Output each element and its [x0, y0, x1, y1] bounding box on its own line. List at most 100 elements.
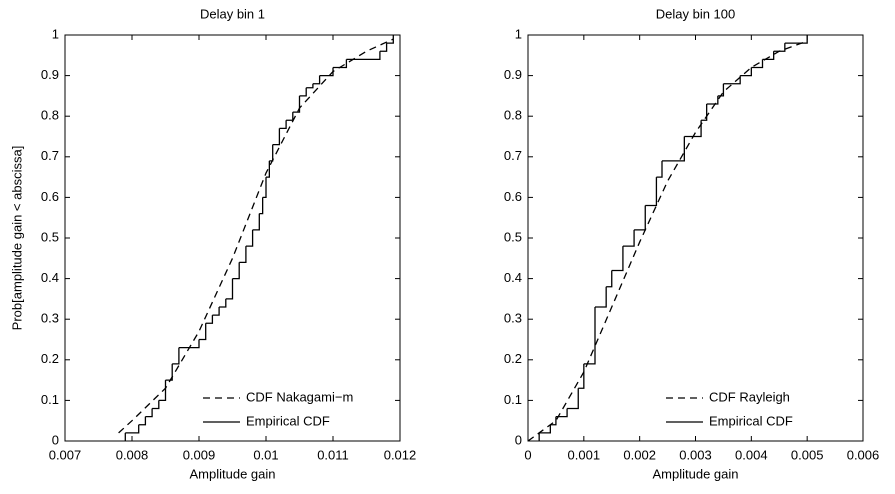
y-tick-label: 0.8: [41, 108, 59, 123]
cdf-line: [118, 38, 394, 434]
y-tick-label: 0.8: [504, 108, 522, 123]
cdf-step: [158, 380, 167, 402]
cdf-step: [178, 339, 200, 349]
cdf-step: [684, 120, 702, 138]
y-tick-label: 0.6: [41, 189, 59, 204]
cdf-step: [245, 229, 254, 247]
x-tick-label: 0.001: [568, 447, 601, 462]
y-tick-label: 0.1: [41, 392, 59, 407]
cdf-step: [165, 363, 173, 381]
cdf-step: [583, 307, 596, 365]
y-tick-label: 0.4: [504, 270, 522, 285]
cdf-step: [269, 144, 274, 162]
cdf-step: [266, 160, 270, 178]
cdf-step: [379, 43, 388, 52]
x-tick-label: 0.003: [679, 447, 712, 462]
cdf-step: [272, 128, 281, 146]
y-tick-label: 0.6: [504, 189, 522, 204]
x-tick-label: 0.007: [49, 447, 82, 462]
x-tick-label: 0.006: [847, 447, 880, 462]
y-tick-label: 1: [52, 26, 59, 41]
cdf-step: [550, 416, 557, 426]
cdf-step: [299, 87, 307, 97]
y-tick-label: 0.7: [504, 148, 522, 163]
y-tick-label: 0.1: [504, 392, 522, 407]
legend-label: Empirical CDF: [246, 413, 330, 428]
cdf-step: [279, 120, 287, 130]
cdf-step: [312, 75, 321, 85]
x-tick-label: 0.011: [317, 447, 349, 462]
cdf-step: [138, 416, 147, 426]
legend-label: CDF Rayleigh: [709, 389, 790, 404]
cdf-step: [319, 67, 334, 77]
cdf-step: [634, 205, 646, 231]
cdf-step: [292, 95, 301, 113]
y-tick-label: 0.5: [504, 229, 522, 244]
cdf-step: [205, 315, 214, 324]
cdf-step: [239, 246, 247, 264]
y-tick-label: 0: [515, 432, 522, 447]
x-tick-label: 0.012: [384, 447, 417, 462]
cdf-step: [701, 104, 708, 121]
cdf-step: [286, 112, 294, 121]
cdf-step: [611, 246, 624, 272]
y-tick-label: 1: [515, 26, 522, 41]
y-tick-label: 0.9: [41, 67, 59, 82]
cdf-step: [262, 177, 267, 199]
cdf-step: [199, 323, 207, 341]
cdf-step: [773, 43, 786, 52]
x-tick-label: 0.01: [253, 447, 278, 462]
x-tick-label: 0.008: [116, 447, 149, 462]
cdf-step: [232, 262, 240, 280]
cdf-step: [539, 424, 551, 434]
cdf-step: [784, 35, 808, 44]
cdf-step: [578, 363, 585, 389]
cdf-step: [125, 424, 140, 434]
x-tick-label: 0.004: [735, 447, 768, 462]
x-tick-label: 0: [524, 447, 531, 462]
y-tick-label: 0.7: [41, 148, 59, 163]
y-tick-label: 0.3: [41, 311, 59, 326]
cdf-step: [595, 286, 607, 308]
cdf-step: [662, 136, 685, 162]
y-tick-label: 0.2: [41, 351, 59, 366]
cdf-step: [645, 177, 658, 207]
cdf-step: [152, 400, 160, 410]
y-axis-label: Prob[amplitude gain < abscissa]: [9, 146, 24, 331]
cdf-step: [346, 51, 381, 61]
y-tick-label: 0.5: [41, 229, 59, 244]
cdf-step: [656, 160, 663, 178]
plot-area: [64, 34, 401, 442]
y-tick-label: 0.3: [504, 311, 522, 326]
cdf-line: [527, 40, 808, 442]
cdf-step: [751, 59, 764, 69]
y-tick-label: 0.9: [504, 67, 522, 82]
cdf-step: [333, 59, 348, 69]
cdf-step: [740, 67, 752, 77]
cdf-step: [259, 197, 264, 215]
plot-area: [527, 34, 864, 442]
y-tick-label: 0.2: [504, 351, 522, 366]
x-tick-label: 0.002: [623, 447, 656, 462]
y-tick-label: 0: [52, 432, 59, 447]
x-tick-label: 0.009: [183, 447, 216, 462]
cdf-step: [555, 408, 568, 418]
cdf-step: [606, 270, 613, 288]
chart-title: Delay bin 1: [200, 6, 265, 21]
cdf-step: [212, 307, 220, 316]
cdf-step: [717, 83, 725, 97]
cdf-step: [225, 278, 234, 300]
legend-label: CDF Nakagami−m: [246, 389, 353, 404]
x-tick-label: 0.005: [791, 447, 824, 462]
x-axis-label: Amplitude gain: [190, 466, 276, 481]
cdf-step: [762, 51, 775, 61]
cdf-step: [567, 388, 579, 410]
cdf-step: [622, 229, 635, 247]
cdf-step: [306, 83, 314, 89]
cdf-step: [706, 95, 719, 105]
x-axis-label: Amplitude gain: [653, 466, 739, 481]
cdf-step: [252, 213, 260, 231]
legend-label: Empirical CDF: [709, 413, 793, 428]
y-tick-label: 0.4: [41, 270, 59, 285]
